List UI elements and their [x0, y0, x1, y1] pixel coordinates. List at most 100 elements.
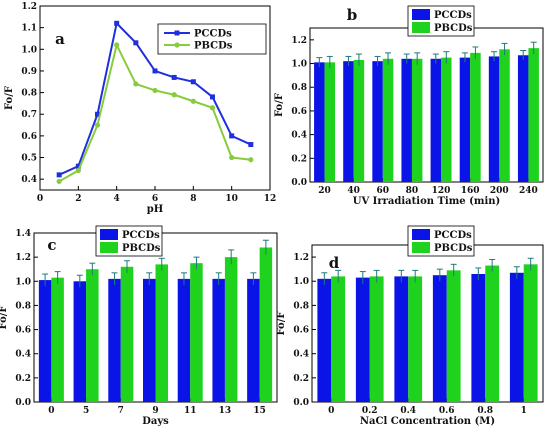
bar-pbcds [441, 57, 452, 182]
data-point-pccds [171, 74, 177, 80]
x-tick-label: 0.8 [477, 406, 493, 416]
data-point-pccds [229, 133, 235, 139]
y-tick-label: 1.0 [15, 277, 31, 287]
y-tick-label: 0.4 [21, 175, 37, 185]
legend: PCCDs PBCDs [407, 5, 475, 37]
bar-pccds [430, 58, 442, 182]
bar-pccds [73, 281, 87, 402]
y-tick-label: 0.5 [21, 154, 37, 164]
x-tick-label: 11 [184, 406, 197, 416]
legend-marker [174, 30, 180, 36]
x-axis-label: NaCl Concentration (M) [360, 416, 495, 427]
bar-pbcds [259, 247, 273, 402]
data-point-pccds [190, 79, 196, 85]
y-tick-label: 1.0 [21, 45, 37, 55]
x-tick-label: 0 [328, 406, 334, 416]
x-tick-label: 15 [253, 406, 266, 416]
bar-pccds [509, 272, 524, 402]
bar-pccds [372, 61, 383, 182]
y-tick-label: 0.8 [291, 83, 307, 93]
y-tick-label: 0.6 [291, 107, 307, 117]
panel-label: a [55, 30, 65, 48]
y-tick-label: 1.2 [291, 36, 307, 46]
x-tick-label: 12 [264, 194, 277, 204]
bar-pbcds [155, 264, 168, 402]
series-line-pbcds [58, 42, 251, 183]
legend-label: PCCDs [434, 230, 472, 241]
y-tick-label: 0.4 [291, 131, 307, 141]
bar-pccds [143, 278, 156, 402]
legend-swatch [412, 229, 430, 240]
bar-pccds [108, 278, 121, 402]
x-tick-label: 240 [519, 186, 538, 196]
data-point-pbcds [94, 122, 101, 128]
x-tick-label: 0.6 [439, 406, 455, 416]
y-axis-label: Fo/F [0, 306, 9, 330]
x-tick-label: 160 [461, 186, 480, 196]
bar-pccds [247, 278, 260, 402]
bar-pccds [38, 280, 52, 402]
x-tick-label: 2 [75, 194, 81, 204]
x-tick-label: 200 [490, 186, 509, 196]
legend-label: PBCDs [194, 41, 233, 52]
x-tick-label: 7 [118, 406, 124, 416]
x-axis-label: Days [142, 416, 169, 427]
bar-pbcds [353, 59, 365, 182]
legend-label: PBCDs [434, 23, 473, 34]
x-axis-label: pH [147, 204, 163, 215]
plot-frame [311, 244, 544, 403]
y-tick-label: 0.4 [293, 350, 309, 360]
bar-pbcds [224, 257, 238, 402]
x-tick-label: 80 [406, 186, 419, 196]
y-tick-label: 1.4 [15, 229, 31, 239]
data-point-pccds [210, 94, 215, 100]
bar-pccds [355, 277, 370, 402]
y-axis-label: Fo/F [276, 312, 287, 336]
legend: PCCDs PBCDs [407, 225, 475, 257]
y-tick-label: 1.2 [15, 253, 31, 263]
x-tick-label: 0 [37, 194, 43, 204]
bar-pccds [432, 275, 447, 402]
x-tick-label: 13 [219, 406, 232, 416]
y-tick-label: 0.8 [15, 301, 31, 311]
data-point-pccds [248, 142, 254, 148]
bar-pccds [212, 278, 225, 402]
y-tick-label: 0.9 [21, 67, 37, 77]
bar-pbcds [324, 62, 336, 182]
bar-pccds [488, 56, 500, 182]
data-point-pbcds [190, 98, 196, 104]
bar-pbcds [408, 276, 423, 402]
legend-label: PCCDs [434, 10, 472, 21]
bar-pbcds [190, 263, 203, 402]
panel-label: d [329, 254, 340, 272]
x-tick-label: 8 [190, 194, 196, 204]
bar-pbcds [411, 58, 423, 182]
y-tick-label: 0.8 [21, 89, 37, 99]
y-tick-label: 0.0 [291, 178, 307, 188]
data-point-pbcds [152, 87, 158, 94]
bar-pbcds [120, 266, 134, 402]
y-tick-label: 0.7 [21, 110, 37, 120]
x-tick-label: 20 [318, 186, 331, 196]
legend-label: PBCDs [434, 243, 473, 254]
data-point-pbcds [209, 105, 216, 111]
legend-label: PCCDs [122, 230, 160, 241]
data-point-pbcds [114, 42, 120, 48]
y-tick-label: 0.0 [15, 398, 31, 408]
x-tick-label: 4 [114, 194, 120, 204]
bar-pccds [343, 61, 354, 182]
data-point-pccds [114, 20, 120, 26]
y-tick-label: 1.1 [21, 24, 37, 34]
chart-panel-b: 0.0 0.2 0.4 0.6 0.8 1.0 1.2 Fo/F UV Irradiation … [274, 5, 544, 207]
y-tick-label: 0.6 [15, 326, 31, 336]
legend: PCCDs PBCDs [95, 225, 163, 257]
x-tick-label: 9 [152, 406, 158, 416]
chart-panel-c: 0.0 0.2 0.4 0.6 0.8 1.0 1.2 1.4 Fo/F Days c 0 5 7 9 11 1… [0, 225, 278, 427]
legend-swatch [100, 229, 118, 240]
x-tick-label: 0 [48, 406, 54, 416]
panel-label: c [47, 236, 56, 254]
y-axis-label: Fo/F [274, 93, 285, 117]
x-tick-label: 60 [377, 186, 390, 196]
bar-pbcds [446, 270, 461, 402]
